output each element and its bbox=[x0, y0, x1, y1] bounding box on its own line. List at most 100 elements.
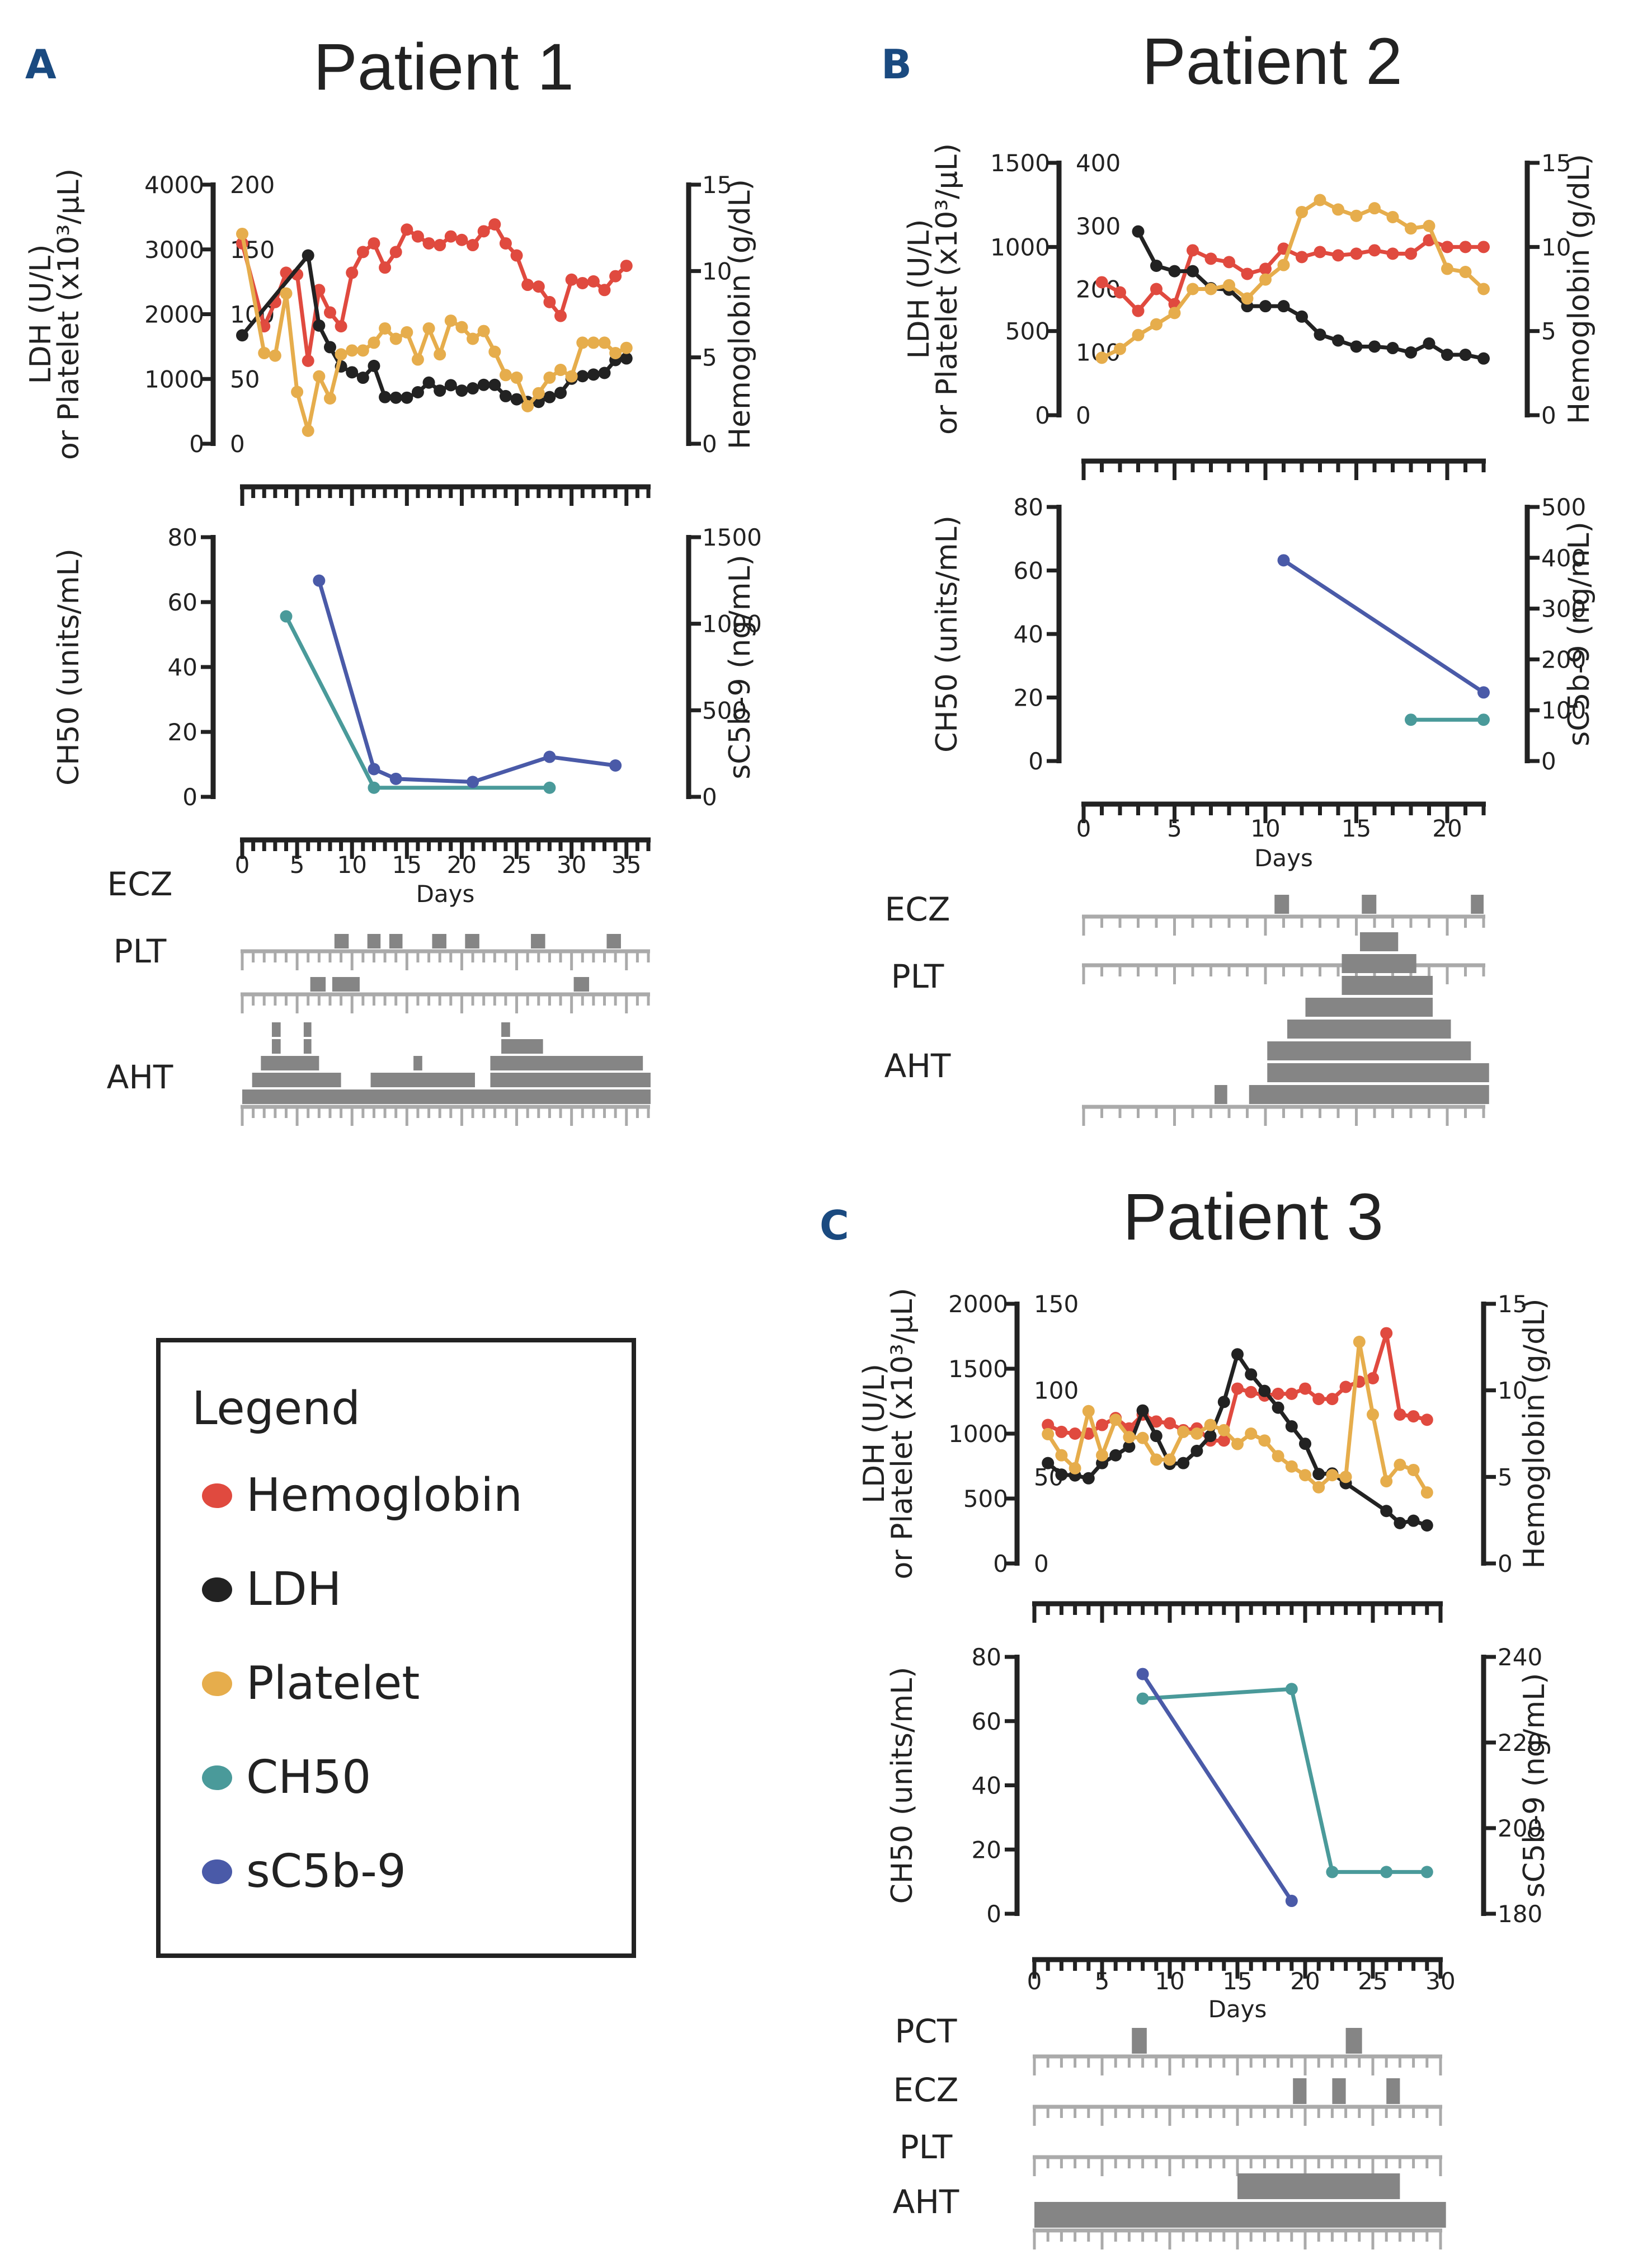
hemoglobin-point bbox=[379, 261, 392, 274]
sc5b9-axis: 180 200 220 240 bbox=[1481, 1643, 1542, 1928]
treatment-bar bbox=[389, 934, 403, 948]
hemoglobin-point bbox=[1350, 247, 1363, 260]
treatment-bar bbox=[1274, 895, 1289, 914]
hemoglobin-point bbox=[1245, 1386, 1258, 1398]
platelet-point bbox=[1136, 1431, 1149, 1444]
hemoglobin-point bbox=[323, 306, 336, 319]
ldh-point bbox=[1231, 1348, 1244, 1361]
legend-item-platelet: Platelet bbox=[202, 1657, 420, 1710]
platelet-point bbox=[532, 387, 545, 400]
hemoglobin-point bbox=[313, 284, 326, 297]
x-tick-label: 20 bbox=[1432, 815, 1462, 842]
ch50-line bbox=[1142, 1687, 1427, 1874]
platelet-axis-tick-label: 0 bbox=[1076, 402, 1091, 429]
ch50-point bbox=[1326, 1866, 1339, 1878]
ldh-point bbox=[434, 384, 446, 397]
hemoglobin-point bbox=[565, 273, 578, 286]
ldh-axis-tick-label: 1500 bbox=[990, 149, 1050, 177]
track-aht: AHT bbox=[884, 932, 1489, 1126]
treatment-bar bbox=[1305, 998, 1433, 1017]
treatment-bar bbox=[370, 1073, 475, 1087]
treatment-bar bbox=[1287, 1020, 1451, 1039]
platelet-point bbox=[1332, 203, 1344, 216]
platelet-point bbox=[1353, 1336, 1366, 1349]
ldh-point bbox=[1277, 300, 1290, 313]
platelet-point bbox=[1082, 1405, 1095, 1417]
hemoglobin-point bbox=[1407, 1410, 1420, 1423]
platelet-axis-tick-label: 400 bbox=[1076, 149, 1121, 177]
hemoglobin-point bbox=[302, 354, 314, 367]
hemoglobin-point bbox=[1380, 1327, 1393, 1340]
hemoglobin-point bbox=[1339, 1380, 1352, 1393]
hemoglobin-axis-tick-label: 15 bbox=[1541, 149, 1571, 177]
hemoglobin-point bbox=[1367, 1372, 1379, 1385]
ldh-point bbox=[1380, 1505, 1393, 1518]
platelet-point bbox=[565, 370, 578, 383]
sc5b9-line bbox=[1141, 1673, 1293, 1902]
treatment-bar bbox=[332, 977, 360, 992]
sc5b9-axis-tick-label: 180 bbox=[1498, 1900, 1542, 1928]
legend-label: LDH bbox=[246, 1563, 342, 1616]
ldh-point bbox=[379, 391, 392, 403]
ch50-axis-tick-label: 60 bbox=[168, 589, 197, 616]
ldh-point bbox=[401, 391, 413, 404]
hemoglobin-point bbox=[1299, 1382, 1311, 1395]
track-plt: PLT bbox=[114, 932, 650, 1013]
hemoglobin-axis-tick-label: 10 bbox=[702, 257, 732, 285]
ldh-axis-tick-label: 500 bbox=[963, 1485, 1008, 1513]
series-sc5b9 bbox=[1136, 1668, 1298, 1908]
hemoglobin-axis-tick-label: 0 bbox=[1541, 402, 1556, 429]
ldh-point bbox=[1055, 1468, 1068, 1481]
ldh-point bbox=[1204, 1430, 1217, 1443]
legend-label: CH50 bbox=[246, 1751, 371, 1804]
sc5b9-point bbox=[313, 574, 326, 587]
treatment-bar bbox=[310, 977, 326, 992]
sc5b9-axis: 0 100 200 300 400 500 bbox=[1524, 494, 1586, 775]
hemoglobin-axis-title: Hemoglobin (g/dL) bbox=[723, 179, 757, 449]
ldh-point bbox=[1187, 265, 1199, 278]
ldh-point bbox=[1150, 260, 1162, 273]
platelet-point bbox=[1042, 1427, 1055, 1440]
platelet-point bbox=[1055, 1449, 1068, 1462]
x-tick-label: 30 bbox=[557, 851, 586, 879]
platelet-point bbox=[1299, 1469, 1311, 1482]
hemoglobin-axis-tick-label: 15 bbox=[1498, 1290, 1527, 1318]
platelet-point bbox=[1350, 209, 1363, 222]
platelet-point bbox=[1177, 1425, 1190, 1438]
hemoglobin-axis: 0 5 10 15 bbox=[686, 171, 732, 458]
hemoglobin-point bbox=[1312, 1393, 1325, 1406]
ldh-point bbox=[1423, 337, 1436, 350]
legend-item-hemoglobin: Hemoglobin bbox=[202, 1469, 523, 1522]
treatment-bar bbox=[1034, 2202, 1446, 2228]
hemoglobin-axis-tick-label: 10 bbox=[1498, 1377, 1527, 1405]
hemoglobin-point bbox=[455, 233, 468, 246]
ldh-axis-tick-label: 2000 bbox=[948, 1290, 1008, 1318]
ch50-point bbox=[1405, 713, 1417, 726]
treatment-bar bbox=[1345, 2028, 1362, 2054]
hemoglobin-point bbox=[1259, 262, 1272, 275]
ch50-axis-tick-label: 0 bbox=[986, 1900, 1001, 1928]
platelet-point bbox=[1272, 1450, 1284, 1463]
ldh-axis: 0 500 1000 1500 bbox=[990, 149, 1062, 429]
ch50-axis-tick-label: 60 bbox=[972, 1708, 1001, 1735]
platelet-point bbox=[467, 332, 479, 345]
platelet-point bbox=[1296, 205, 1308, 218]
platelet-point bbox=[477, 325, 490, 337]
hemoglobin-point bbox=[1420, 1413, 1433, 1426]
sc5b9-axis-tick-label: 300 bbox=[1541, 595, 1586, 623]
hemoglobin-point bbox=[1223, 256, 1235, 269]
ldh-point bbox=[1190, 1444, 1203, 1457]
ch50-axis-tick-label: 40 bbox=[168, 654, 197, 681]
ldh-point bbox=[1405, 346, 1417, 359]
series-ldh bbox=[1132, 225, 1490, 365]
ldh-point bbox=[1217, 1396, 1230, 1408]
ldh-point bbox=[467, 382, 479, 395]
ldh-point bbox=[444, 379, 457, 392]
sc5b9-axis-tick-label: 0 bbox=[1541, 748, 1556, 775]
platelet-point bbox=[1277, 259, 1290, 271]
hemoglobin-point bbox=[346, 266, 359, 279]
ldh-point bbox=[1259, 300, 1272, 313]
platelet-point bbox=[576, 336, 589, 349]
ch50-point bbox=[1285, 1683, 1298, 1696]
